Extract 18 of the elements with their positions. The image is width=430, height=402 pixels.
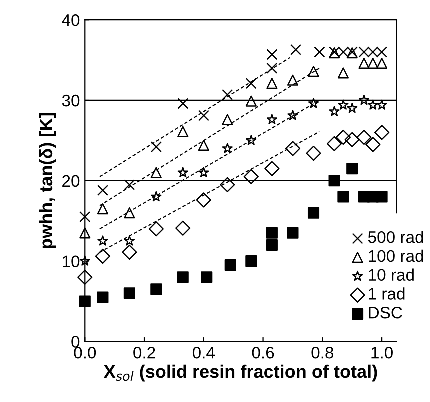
legend-label: 500 rad	[368, 231, 424, 244]
x-tick-label: 0.0	[74, 347, 96, 359]
legend-label: 10 rad	[369, 268, 414, 282]
x-tick-label: 0.8	[312, 347, 334, 359]
legend-label: 1 rad	[369, 288, 405, 300]
x-tick-label: 1.0	[372, 347, 393, 359]
x-tick-label: 0.6	[252, 347, 274, 359]
y-tick-label: 40	[62, 14, 80, 26]
y-tick-label: 10	[63, 256, 80, 268]
x-tick-label: 0.2	[134, 347, 156, 359]
legend-label: DSC	[369, 306, 402, 319]
x-tick-label: 0.4	[192, 347, 215, 359]
y-axis-title: pwhh, tan(δ) [K]	[39, 113, 56, 248]
y-tick-label: 0	[72, 336, 80, 348]
y-tick-label: 20	[62, 175, 80, 188]
x-axis-title: X$_{sol}$ (solid resin fraction of total)	[104, 364, 378, 382]
legend-label: 100 rad	[369, 250, 424, 262]
y-tick-label: 30	[62, 94, 80, 107]
